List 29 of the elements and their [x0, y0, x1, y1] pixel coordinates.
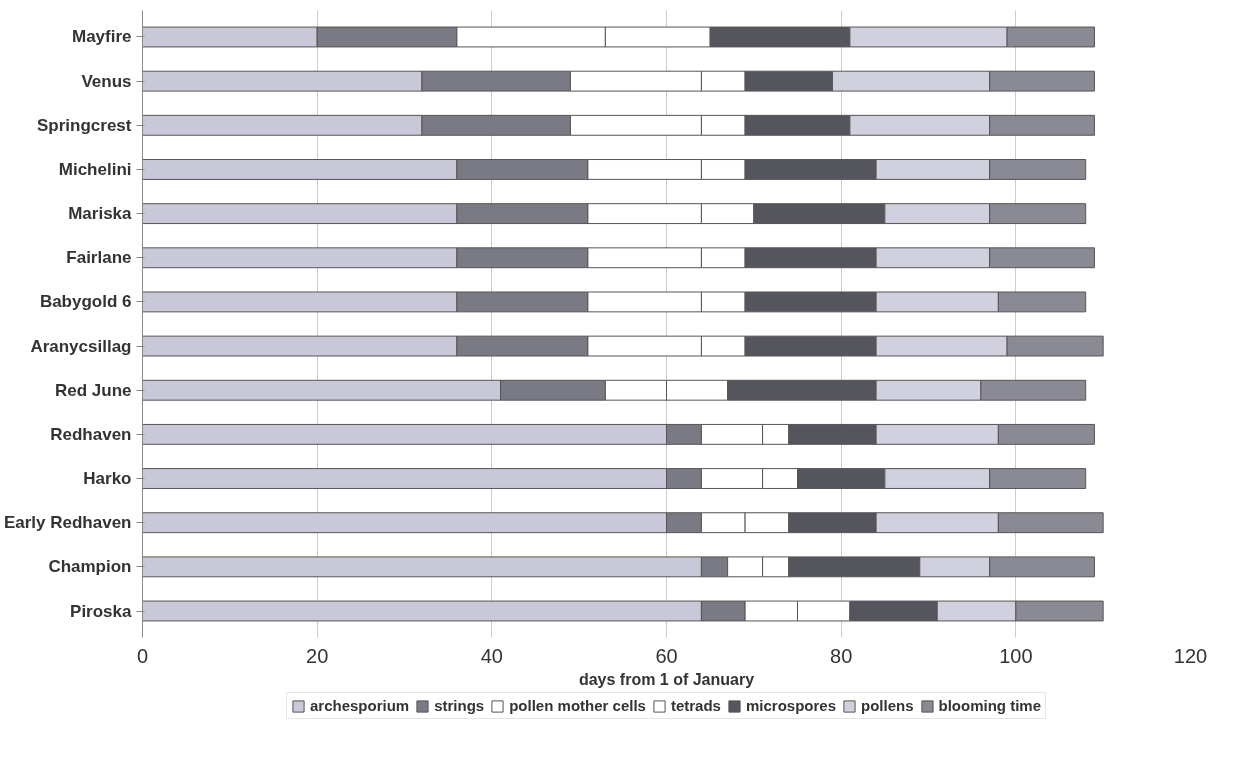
x-tick-label: 0: [136, 644, 149, 667]
legend-label: strings: [434, 697, 485, 714]
y-tick-label: Champion: [48, 557, 132, 577]
legend-label: pollen mother cells: [509, 697, 646, 714]
y-tick-label: Fairlane: [66, 248, 132, 268]
x-tick-label: 100: [999, 644, 1033, 667]
y-tick-label: Early Redhaven: [3, 513, 132, 533]
x-axis-title: days from 1 of January: [578, 670, 755, 688]
x-tick-label: 60: [655, 644, 678, 667]
x-tick-label: 80: [830, 644, 853, 667]
y-tick-label: Springcrest: [37, 115, 132, 135]
y-tick-label: Babygold 6: [39, 292, 132, 312]
y-tick-label: Redhaven: [50, 424, 132, 444]
x-tick-label: 120: [1173, 644, 1208, 667]
y-tick-label: Harko: [83, 469, 132, 489]
x-tick-label: 20: [306, 644, 329, 667]
legend-label: blooming time: [938, 697, 1042, 714]
y-tick-label: Mayfire: [71, 27, 132, 47]
legend-label: pollens: [860, 697, 914, 714]
legend-label: microspores: [745, 697, 836, 714]
y-tick-label: Red June: [54, 380, 132, 400]
y-tick-label: Piroska: [70, 601, 133, 621]
y-tick-label: Michelini: [58, 159, 132, 179]
x-tick-label: 40: [480, 644, 503, 667]
legend-label: archesporium: [309, 697, 410, 714]
y-tick-label: Aranycsillag: [30, 336, 132, 356]
y-tick-label: Mariska: [68, 204, 133, 224]
y-tick-label: Venus: [81, 71, 132, 91]
legend-label: tetrads: [670, 697, 721, 714]
